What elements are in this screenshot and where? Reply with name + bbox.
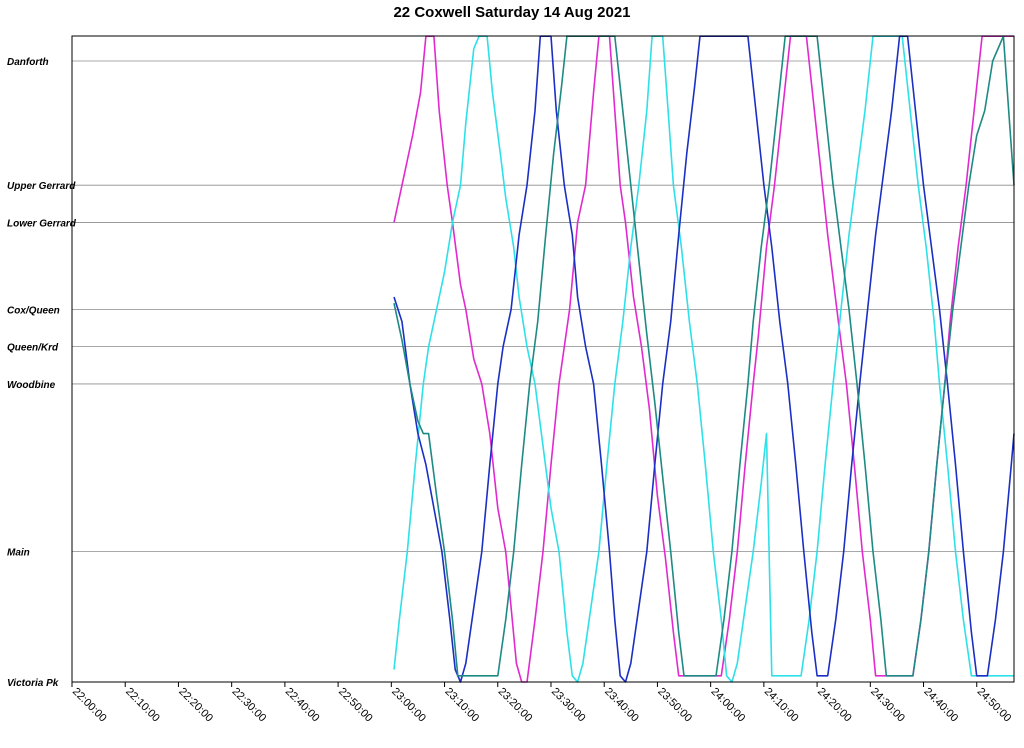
x-tick-label: 22:00:00 — [70, 686, 109, 725]
stop-label: Woodbine — [7, 380, 56, 391]
stop-label: Queen/Krd — [7, 343, 59, 354]
series-line-0 — [393, 35, 1014, 683]
stop-labels: Danforth Upper Gerrard Lower Gerrard Cox/Qu… — [7, 57, 77, 689]
x-tick-label: 24:30:00 — [868, 686, 907, 725]
x-tick-label: 24:00:00 — [709, 686, 748, 725]
x-tick-label: 22:30:00 — [230, 686, 269, 725]
stop-label: Cox/Queen — [7, 305, 60, 316]
series-layer — [393, 35, 1015, 683]
x-tick-label: 23:00:00 — [389, 686, 428, 725]
x-tick-label: 24:10:00 — [762, 686, 801, 725]
x-tick-label: 22:50:00 — [336, 686, 375, 725]
stop-label: Victoria Pk — [7, 678, 59, 689]
x-tick-label: 24:40:00 — [921, 686, 960, 725]
series-line-2 — [393, 35, 1015, 683]
stop-label: Danforth — [7, 57, 49, 68]
grid-layer — [72, 60, 1014, 683]
series-line-3 — [393, 35, 1015, 677]
chart-title: 22 Coxwell Saturday 14 Aug 2021 — [393, 4, 631, 21]
plot-area-frame — [71, 35, 1015, 683]
x-tick-label: 22:20:00 — [176, 686, 215, 725]
stop-label: Lower Gerrard — [7, 218, 77, 229]
x-tick-label: 23:20:00 — [496, 686, 535, 725]
series-line-1 — [393, 35, 1014, 683]
stop-label: Main — [7, 548, 30, 559]
x-tick-label: 23:10:00 — [442, 686, 481, 725]
x-tick-label: 24:50:00 — [975, 686, 1014, 725]
x-tick-label: 23:30:00 — [549, 686, 588, 725]
x-tick-label: 23:50:00 — [655, 686, 694, 725]
stop-label: Upper Gerrard — [7, 181, 76, 192]
x-tick-label: 22:40:00 — [283, 686, 322, 725]
x-ticks: 22:00:00 22:10:00 22:20:00 22:30:00 22:40:00… — [70, 682, 1014, 725]
x-tick-label: 23:40:00 — [602, 686, 641, 725]
x-tick-label: 22:10:00 — [123, 686, 162, 725]
x-tick-label: 24:20:00 — [815, 686, 854, 725]
